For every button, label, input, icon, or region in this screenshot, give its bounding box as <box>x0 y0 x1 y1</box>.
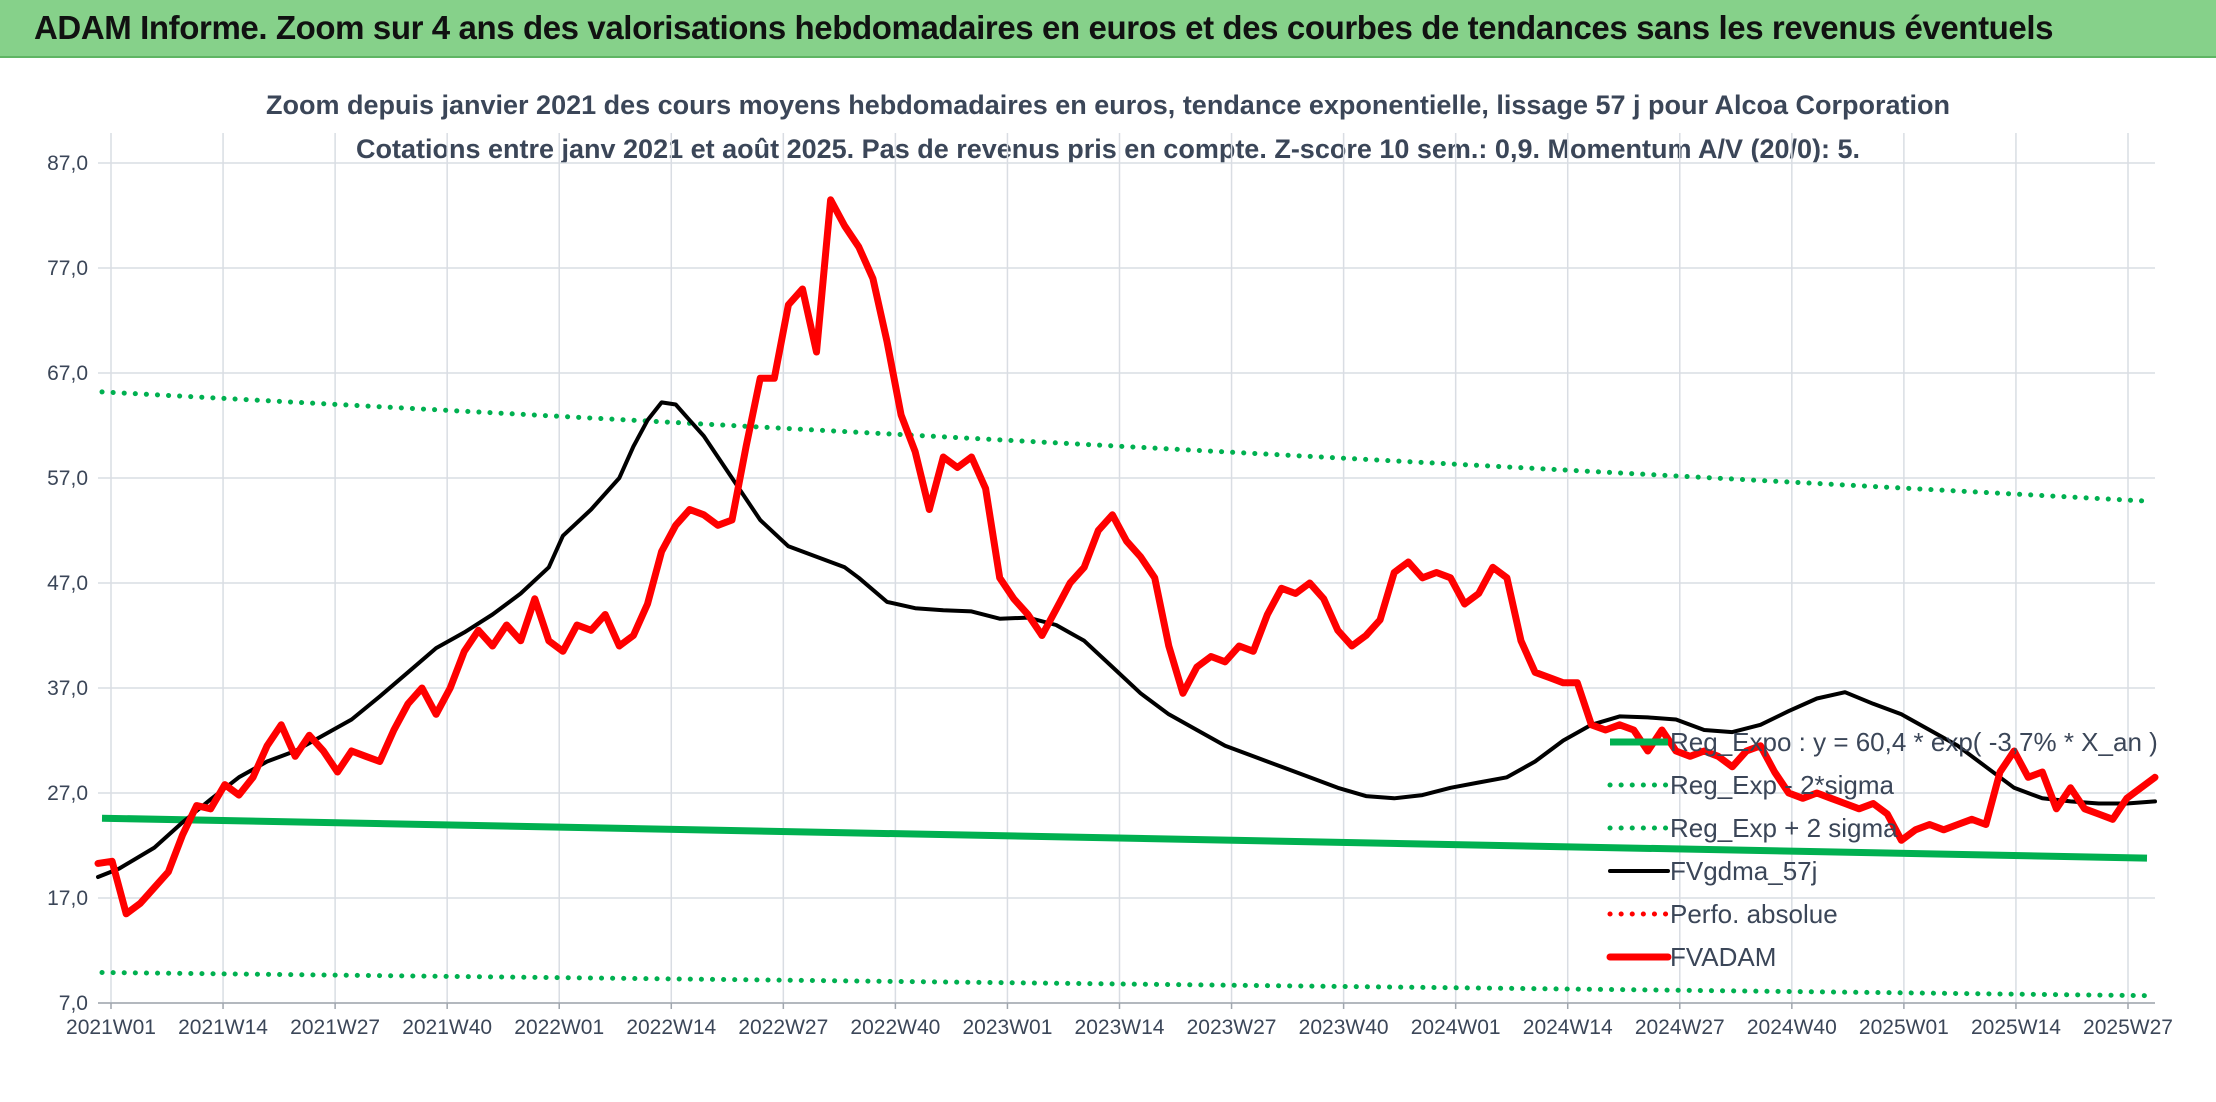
x-tick-label: 2022W27 <box>738 1016 828 1039</box>
y-tick-label: 57,0 <box>47 467 88 490</box>
chart-subtitle: Cotations entre janv 2021 et août 2025. … <box>355 134 1861 164</box>
x-tick-label: 2023W40 <box>1299 1016 1389 1039</box>
legend: Reg_Expo : y = 60,4 * exp( -3,7% * X_an … <box>1606 727 2158 972</box>
x-tick-label: 2024W14 <box>1523 1016 1613 1039</box>
x-tick-label: 2025W14 <box>1971 1016 2061 1039</box>
x-tick-label: 2025W01 <box>1859 1016 1949 1039</box>
x-tick-label: 2024W27 <box>1635 1016 1725 1039</box>
legend-label: Perfo. absolue <box>1670 899 1838 929</box>
y-tick-label: 67,0 <box>47 362 88 385</box>
x-tick-label: 2021W01 <box>66 1016 156 1039</box>
x-tick-label: 2023W01 <box>962 1016 1052 1039</box>
x-tick-label: 2024W01 <box>1411 1016 1501 1039</box>
legend-label: Reg_Exp - 2*sigma <box>1670 770 1895 800</box>
chart-title: Zoom depuis janvier 2021 des cours moyen… <box>266 90 1950 120</box>
series-lines <box>94 196 2159 999</box>
y-tick-label: 77,0 <box>47 257 88 280</box>
series-line-1 <box>99 970 2150 999</box>
banner-title: ADAM Informe. Zoom sur 4 ans des valoris… <box>34 9 2054 46</box>
y-tick-label: 37,0 <box>47 677 88 700</box>
y-tick-label: 27,0 <box>47 782 88 805</box>
axes: 7,0 17,0 27,0 37,0 47,0 57,0 67,0 77,0 87,0 2021W… <box>47 152 2173 1039</box>
series-line-3 <box>96 400 2157 879</box>
y-tick-label: 7,0 <box>59 992 88 1015</box>
y-tick-label: 47,0 <box>47 572 88 595</box>
x-tick-label: 2023W27 <box>1187 1016 1277 1039</box>
x-tick-label: 2022W01 <box>514 1016 604 1039</box>
x-tick-label: 2021W27 <box>290 1016 380 1039</box>
y-tick-label: 87,0 <box>47 152 88 175</box>
series-line-0 <box>101 814 2148 862</box>
x-tick-label: 2021W14 <box>178 1016 268 1039</box>
series-line-5 <box>94 196 2159 918</box>
y-tick-label: 17,0 <box>47 887 88 910</box>
chart-area: Zoom depuis janvier 2021 des cours moyen… <box>0 58 2216 1102</box>
legend-label: FVADAM <box>1670 942 1776 972</box>
title-banner: ADAM Informe. Zoom sur 4 ans des valoris… <box>0 0 2216 58</box>
x-tick-label: 2024W40 <box>1747 1016 1837 1039</box>
series-line-2 <box>99 389 2150 504</box>
x-tick-label: 2022W14 <box>626 1016 716 1039</box>
x-tick-label: 2023W14 <box>1075 1016 1165 1039</box>
x-tick-label: 2021W40 <box>402 1016 492 1039</box>
grid <box>98 133 2155 1004</box>
legend-label: Reg_Exp + 2 sigma <box>1670 813 1898 843</box>
legend-label: FVgdma_57j <box>1670 856 1817 886</box>
x-tick-label: 2022W40 <box>850 1016 940 1039</box>
x-tick-label: 2025W27 <box>2083 1016 2173 1039</box>
legend-label: Reg_Expo : y = 60,4 * exp( -3,7% * X_an … <box>1670 727 2158 757</box>
